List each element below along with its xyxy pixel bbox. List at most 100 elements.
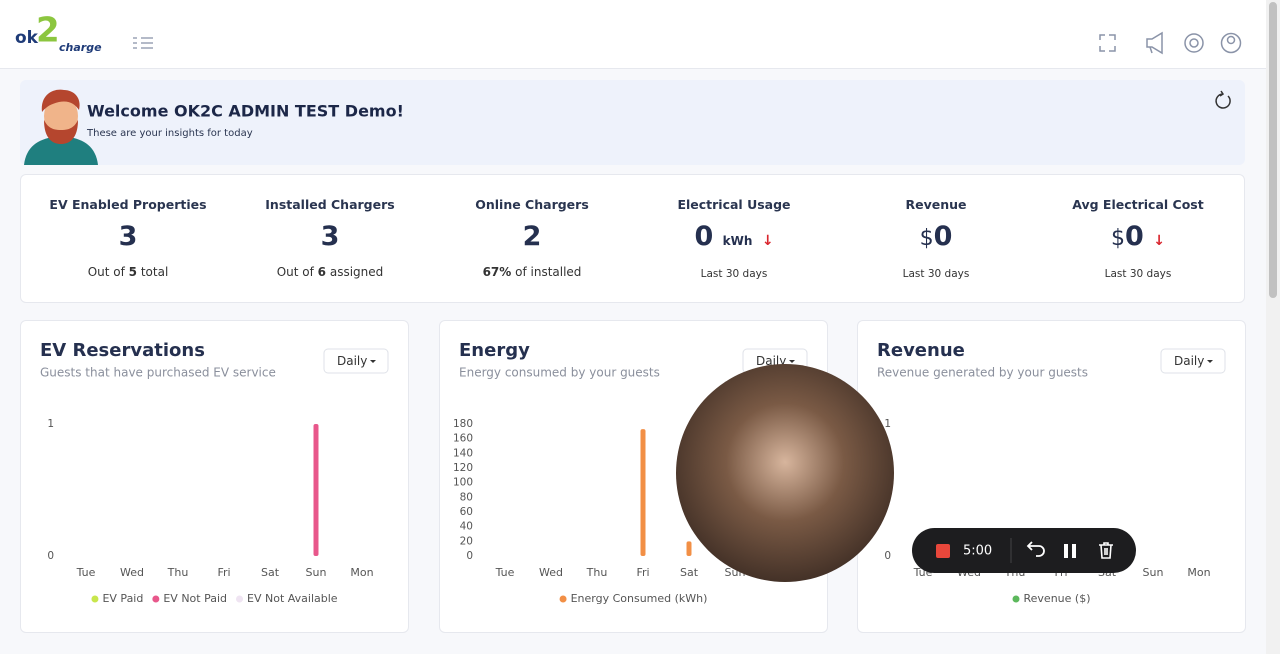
period-dropdown[interactable]: Daily (742, 348, 808, 374)
chart-title: Revenue (877, 340, 965, 361)
stat-value: 3 (320, 221, 340, 252)
dropdown-caret (789, 360, 795, 363)
logo-digit: 2 (36, 11, 60, 51)
x-tick-label: Fri (636, 566, 649, 579)
stat-label: Avg Electrical Cost (1072, 197, 1204, 212)
note-text: Out of (87, 265, 125, 279)
y-tick-label: 1 (47, 418, 54, 430)
y-tick-label: 80 (460, 491, 473, 503)
y-tick-label: 0 (47, 550, 54, 562)
welcome-banner: Welcome OK2C ADMIN TEST Demo! These are … (20, 80, 1245, 165)
dropdown-caret (1207, 360, 1213, 363)
y-tick-label: 1 (884, 418, 891, 430)
x-tick-label: Mon (769, 566, 792, 579)
trend-down-icon: ↓ (761, 233, 774, 249)
stat-label: Electrical Usage (677, 197, 791, 212)
stat-note: Out of 5 total (26, 265, 230, 279)
note-bold: 5 (128, 265, 138, 279)
period-dropdown[interactable]: Daily (323, 348, 389, 374)
x-tick-label: Sat (680, 566, 699, 579)
y-tick-label: 0 (466, 550, 473, 562)
note-text: assigned (329, 265, 384, 279)
chart-card: Revenue Revenue generated by your guests D… (857, 320, 1246, 633)
stat-value-row: $0 ↓ (1036, 221, 1240, 252)
x-tick-label: Sat (261, 566, 280, 579)
legend: Revenue ($) (1012, 592, 1091, 605)
fullscreen-icon[interactable] (1099, 34, 1116, 52)
bar (640, 429, 646, 556)
stat-label: EV Enabled Properties (49, 197, 207, 212)
dropdown-label: Daily (337, 354, 367, 368)
chart: Revenue Revenue generated by your guests D… (877, 340, 1226, 605)
profile-icon[interactable] (1220, 32, 1242, 54)
legend-item[interactable]: Revenue ($) (1012, 592, 1091, 605)
help-icon[interactable] (1184, 33, 1204, 53)
y-tick-label: 60 (460, 506, 473, 518)
legend: EV Paid EV Not Paid EV Not Available (91, 592, 338, 605)
y-tick-label: 20 (460, 535, 473, 547)
x-tick-label: Mon (350, 566, 373, 579)
legend-swatch (91, 595, 99, 603)
logo-prefix: ok (15, 28, 39, 48)
stat-note: Last 30 days (902, 268, 970, 280)
note-text: of installed (515, 265, 582, 279)
x-tick-label: Thu (167, 566, 189, 579)
x-tick-label: Sun (725, 566, 746, 579)
chart-subtitle: Revenue generated by your guests (877, 366, 1088, 380)
legend-label: Energy Consumed (kWh) (571, 592, 708, 605)
y-tick-label: 100 (453, 477, 473, 489)
x-tick-label: Sun (1143, 566, 1164, 579)
y-tick-label: 160 (453, 433, 473, 445)
stat-note: Last 30 days (700, 268, 768, 280)
stat-value: 0 (694, 221, 714, 252)
stat-value: 0 (933, 221, 953, 252)
stats-panel: EV Enabled Properties 3 Out of 5 total I… (20, 174, 1245, 303)
x-tick-label: Tue (495, 566, 515, 579)
chart-title: EV Reservations (40, 340, 205, 361)
legend-label: EV Not Paid (163, 592, 227, 605)
stat-value-row: 0 kWh ↓ (632, 221, 836, 252)
note-bold: 6 (317, 265, 327, 279)
legend-swatch (236, 595, 244, 603)
stat-label: Revenue (905, 197, 967, 212)
chart: EV Reservations Guests that have purchase… (40, 340, 389, 605)
legend-swatch (152, 595, 160, 603)
legend: Energy Consumed (kWh) (559, 592, 708, 605)
welcome-subtitle: These are your insights for today (86, 128, 253, 139)
menu-toggle[interactable] (133, 37, 153, 49)
legend-item[interactable]: Energy Consumed (kWh) (559, 592, 708, 605)
y-tick-label: 40 (460, 521, 473, 533)
legend-item[interactable]: EV Not Paid (152, 592, 227, 605)
chart-subtitle: Energy consumed by your guests (459, 366, 660, 380)
scrollbar-thumb[interactable] (1269, 2, 1277, 298)
x-tick-label: Thu (1004, 566, 1026, 579)
stat-unit: kWh (722, 234, 753, 248)
stat-label: Installed Chargers (265, 197, 395, 212)
x-tick-label: Fri (217, 566, 230, 579)
y-tick-label: 140 (453, 447, 473, 459)
note-bold: 67% (482, 265, 512, 279)
top-bar-graphics: ok 2 charge (15, 11, 1242, 55)
stat-value-row: $0 (834, 221, 1038, 252)
y-tick-label: 120 (453, 462, 473, 474)
chart-card: Energy Energy consumed by your guests Dail… (439, 320, 828, 633)
bar (313, 424, 319, 556)
x-tick-label: Tue (76, 566, 96, 579)
y-tick-label: 180 (453, 418, 473, 430)
x-tick-label: Tue (913, 566, 933, 579)
dropdown-label: Daily (1174, 354, 1204, 368)
x-tick-label: Wed (539, 566, 563, 579)
legend-label: EV Paid (102, 592, 143, 605)
legend-item[interactable]: EV Not Available (236, 592, 338, 605)
dropdown-label: Daily (756, 354, 786, 368)
period-dropdown[interactable]: Daily (1160, 348, 1226, 374)
stat-prefix: $ (919, 226, 934, 251)
stat-note: Out of 6 assigned (228, 265, 432, 279)
legend-swatch (559, 595, 567, 603)
stat-prefix: $ (1111, 226, 1126, 251)
announcement-icon[interactable] (1146, 31, 1163, 55)
legend-item[interactable]: EV Paid (91, 592, 143, 605)
refresh-icon[interactable] (1215, 90, 1231, 109)
chart-title: Energy (459, 340, 530, 361)
